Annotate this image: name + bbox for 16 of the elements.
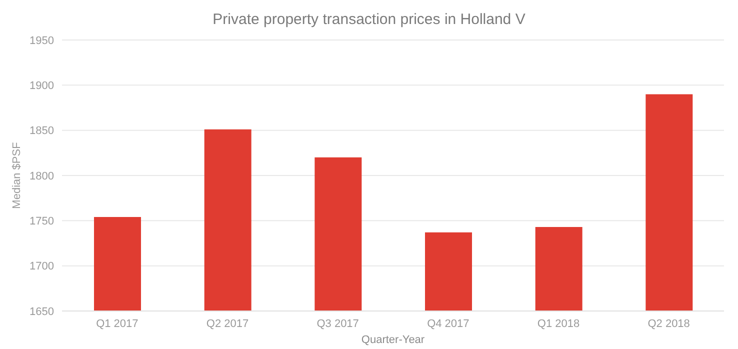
x-tick-label: Q2 2018 — [648, 318, 690, 330]
x-tick-label: Q3 2017 — [316, 318, 359, 330]
y-tick-label: 1750 — [30, 216, 54, 228]
y-tick-label: 1950 — [30, 34, 54, 47]
y-tick-label: 1900 — [30, 80, 54, 92]
y-axis-title: Median $PSF — [10, 142, 23, 209]
y-tick-label: 1800 — [30, 170, 54, 182]
x-tick-label: Q1 2017 — [96, 318, 138, 330]
y-tick-label: 1700 — [30, 260, 54, 273]
x-tick-label: Q1 2018 — [537, 318, 580, 330]
x-axis-title: Quarter-Year — [361, 334, 425, 346]
x-tick-label: Q2 2017 — [206, 318, 249, 330]
y-tick-label: 1650 — [30, 306, 54, 318]
x-tick-label: Q4 2017 — [427, 318, 470, 330]
y-tick-label: 1850 — [30, 125, 54, 138]
chart-title: Private property transaction prices in Holland V — [212, 10, 526, 30]
